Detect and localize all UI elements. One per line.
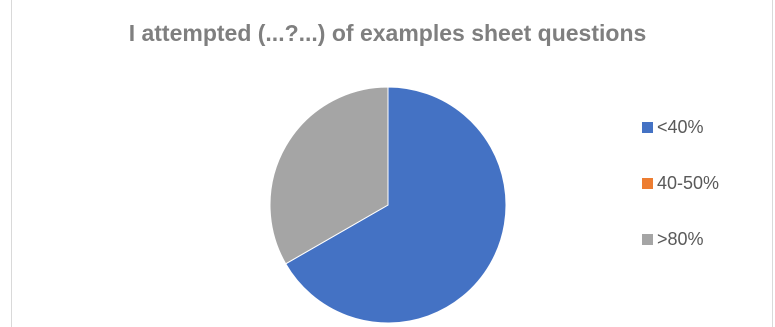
legend-label: <40%	[657, 117, 704, 137]
legend-item-3: >80%	[642, 229, 704, 250]
pie-slice-3	[269, 86, 389, 265]
legend-label: 40-50%	[657, 173, 720, 193]
legend-swatch	[642, 122, 653, 133]
legend-item-1: <40%	[642, 117, 704, 138]
chart-title: I attempted (...?...) of examples sheet …	[128, 20, 647, 46]
legend-label: >80%	[657, 229, 704, 249]
legend-swatch	[642, 234, 653, 245]
legend-swatch	[642, 178, 653, 189]
pie-slice-1	[285, 86, 507, 324]
legend-item-2: 40-50%	[642, 173, 719, 194]
